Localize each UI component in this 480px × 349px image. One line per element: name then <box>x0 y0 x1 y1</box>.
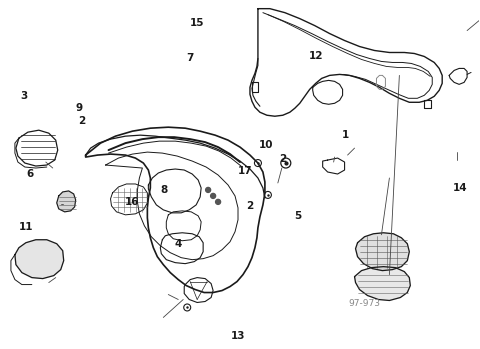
Text: 2: 2 <box>78 116 85 126</box>
Text: 10: 10 <box>259 140 274 150</box>
Text: 11: 11 <box>19 222 33 232</box>
Polygon shape <box>355 267 410 300</box>
Text: 17: 17 <box>238 166 252 176</box>
Text: 12: 12 <box>309 51 324 61</box>
Text: 7: 7 <box>186 53 193 63</box>
Text: 13: 13 <box>230 331 245 341</box>
Text: 97-973: 97-973 <box>348 299 380 307</box>
Text: 9: 9 <box>75 103 83 113</box>
Text: 5: 5 <box>294 211 301 221</box>
Circle shape <box>216 199 221 205</box>
Text: 15: 15 <box>190 18 204 28</box>
Text: 16: 16 <box>125 197 140 207</box>
Text: 4: 4 <box>174 239 181 249</box>
Polygon shape <box>57 191 76 212</box>
Text: 1: 1 <box>342 129 349 140</box>
Text: 14: 14 <box>453 184 467 193</box>
Circle shape <box>205 187 211 192</box>
Circle shape <box>211 193 216 198</box>
Text: 2: 2 <box>246 201 253 211</box>
Text: 8: 8 <box>160 185 167 195</box>
Text: 3: 3 <box>20 91 27 101</box>
Text: 2: 2 <box>279 154 287 164</box>
Polygon shape <box>356 233 409 270</box>
Polygon shape <box>15 240 64 279</box>
Text: 6: 6 <box>26 170 33 179</box>
